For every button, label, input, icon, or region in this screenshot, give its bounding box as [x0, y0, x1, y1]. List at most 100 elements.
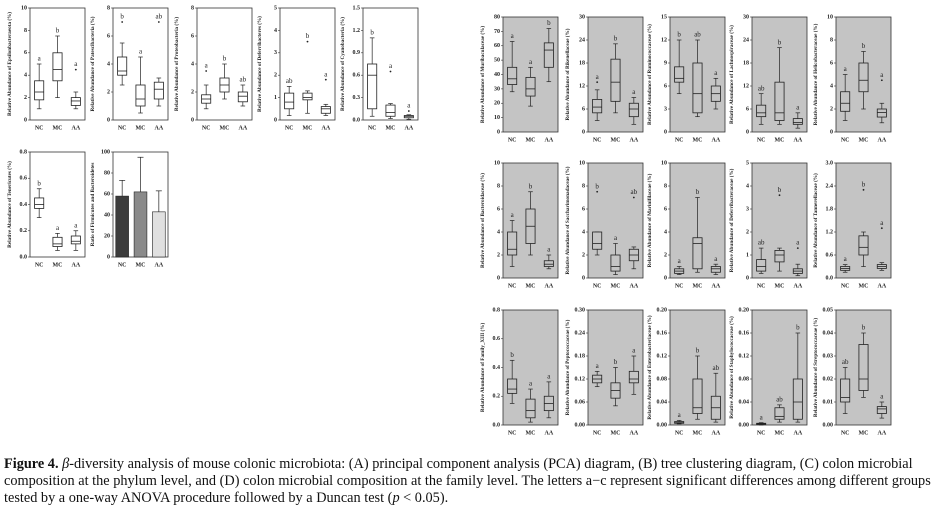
- significance-letter: b: [614, 358, 618, 366]
- significance-letter: a: [614, 234, 618, 242]
- outlier: [324, 78, 327, 81]
- y-tick-label: 40: [494, 72, 500, 78]
- y-tick-label: 6: [191, 33, 194, 39]
- outlier: [306, 40, 309, 43]
- y-axis-label: Relative Abundance of Deferribacteres (%…: [256, 16, 263, 112]
- y-tick-label: 6: [830, 60, 833, 66]
- significance-letter: b: [862, 324, 866, 332]
- y-tick-label: 0.20: [657, 307, 668, 313]
- y-tick-label: 0.04: [823, 330, 834, 336]
- y-tick-label: 4: [830, 83, 833, 89]
- y-tick-label: 2: [497, 252, 500, 258]
- box: [302, 92, 313, 101]
- x-tick-label: NC: [118, 262, 127, 268]
- significance-letter: ab: [758, 239, 765, 247]
- x-tick-label: AA: [793, 283, 802, 289]
- significance-letter: b: [696, 188, 700, 196]
- y-tick-label: 8: [830, 37, 833, 43]
- x-tick-label: NC: [841, 430, 850, 436]
- x-tick-label: NC: [841, 283, 850, 289]
- y-tick-label: 6: [746, 106, 749, 112]
- y-tick-label: 40: [104, 212, 110, 218]
- y-tick-label: 1: [274, 95, 277, 101]
- box: [543, 260, 554, 267]
- outlier: [778, 194, 781, 197]
- y-tick-label: 0: [664, 275, 667, 281]
- significance-letter: a: [205, 62, 209, 70]
- y-tick-label: 0.4: [493, 365, 501, 371]
- significance-letter: a: [529, 380, 533, 388]
- y-tick-label: 0.06: [575, 399, 586, 405]
- y-axis-label: Relative Abundance of Peptococcaceae (%): [564, 319, 571, 415]
- y-tick-label: 30: [579, 14, 585, 20]
- significance-letter: b: [510, 351, 514, 359]
- x-tick-label: NC: [757, 283, 766, 289]
- y-tick-label: 1.2: [826, 229, 834, 235]
- y-tick-label: 0.6: [826, 252, 834, 258]
- significance-letter: ab: [842, 358, 849, 366]
- y-tick-label: 0.04: [657, 399, 668, 405]
- y-tick-label: 8: [107, 5, 110, 11]
- y-tick-label: 4: [746, 183, 749, 189]
- y-tick-label: 0.08: [739, 376, 750, 382]
- y-tick-label: 4: [664, 229, 667, 235]
- y-axis-label: Relative Abundance of Tannerellaceae (%): [812, 173, 819, 268]
- x-tick-label: MC: [859, 137, 869, 143]
- x-tick-label: MC: [859, 283, 869, 289]
- significance-letter: a: [324, 70, 328, 78]
- x-tick-label: NC: [368, 125, 377, 131]
- box: [70, 97, 81, 106]
- significance-letter: ab: [631, 188, 638, 196]
- y-tick-label: 0: [191, 117, 194, 123]
- significance-letter: b: [37, 179, 41, 187]
- x-tick-label: MC: [220, 125, 230, 131]
- x-tick-label: AA: [154, 125, 163, 131]
- x-tick-label: AA: [154, 262, 163, 268]
- y-tick-label: 6: [664, 206, 667, 212]
- y-axis-label: Relative Abundance of Deferribacteraceae…: [728, 168, 735, 272]
- x-tick-label: NC: [118, 125, 127, 131]
- x-tick-label: NC: [202, 125, 211, 131]
- y-tick-label: 0.6: [20, 176, 28, 182]
- y-tick-label: 6: [497, 206, 500, 212]
- y-tick-label: 2: [664, 252, 667, 258]
- x-tick-label: AA: [544, 137, 553, 143]
- x-tick-label: AA: [629, 283, 638, 289]
- box: [756, 104, 767, 118]
- x-tick-label: AA: [877, 430, 886, 436]
- x-tick-label: AA: [629, 137, 638, 143]
- outlier: [862, 188, 865, 191]
- x-tick-label: NC: [508, 283, 517, 289]
- outlier: [596, 81, 599, 84]
- y-tick-label: 100: [101, 149, 110, 155]
- bar: [115, 195, 129, 258]
- outlier: [74, 68, 77, 71]
- significance-letter: a: [74, 60, 78, 68]
- y-tick-label: 60: [104, 191, 110, 197]
- significance-letter: a: [678, 411, 682, 419]
- outlier: [121, 21, 124, 23]
- x-tick-label: MC: [526, 283, 536, 289]
- box: [792, 378, 803, 420]
- outlier: [880, 79, 883, 82]
- x-tick-label: NC: [675, 283, 684, 289]
- significance-letter: a: [844, 255, 848, 263]
- x-tick-label: AA: [629, 430, 638, 436]
- significance-letter: a: [880, 393, 884, 401]
- box: [507, 231, 518, 256]
- y-axis-label: Relative Abundance of Bacteroidaceae (%): [479, 173, 486, 268]
- y-tick-label: 0: [497, 275, 500, 281]
- x-tick-label: MC: [303, 125, 313, 131]
- y-tick-label: 4: [107, 61, 110, 67]
- x-tick-label: AA: [877, 137, 886, 143]
- y-tick-label: 18: [743, 60, 749, 66]
- box: [592, 99, 603, 114]
- y-tick-label: 0.12: [575, 376, 586, 382]
- significance-letter: a: [407, 102, 411, 110]
- y-axis-label: Relative Abundance of Proteobacteria (%): [173, 17, 180, 111]
- y-tick-label: 9: [664, 60, 667, 66]
- y-tick-label: 0.9: [353, 50, 361, 56]
- outlier: [796, 247, 799, 250]
- significance-letter: a: [139, 48, 143, 56]
- y-tick-label: 0: [830, 129, 833, 135]
